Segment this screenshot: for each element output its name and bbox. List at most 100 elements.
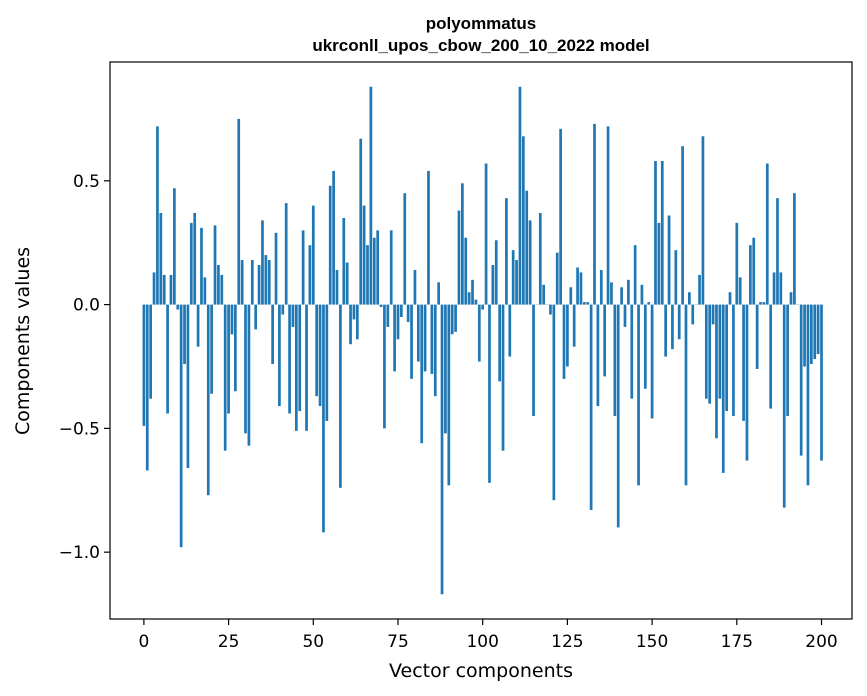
bar <box>732 304 735 416</box>
bar <box>704 304 708 399</box>
bar <box>339 304 342 488</box>
bar <box>620 287 623 305</box>
y-axis-label: Components values <box>12 247 34 435</box>
x-tick-label: 100 <box>466 632 498 652</box>
bar <box>593 123 596 305</box>
bar <box>769 304 773 409</box>
bar <box>166 304 169 414</box>
bar <box>572 304 576 347</box>
bar <box>240 260 244 305</box>
bar <box>752 237 756 305</box>
bar <box>298 304 302 412</box>
bar <box>210 304 213 394</box>
bar <box>359 138 363 305</box>
bar <box>681 146 684 305</box>
x-tick-label: 125 <box>551 632 583 652</box>
bar <box>488 304 491 483</box>
bar <box>582 302 586 305</box>
bar <box>349 304 352 345</box>
bar <box>664 304 668 357</box>
bar <box>654 161 657 305</box>
bar <box>776 198 779 305</box>
bar <box>505 198 508 305</box>
bar <box>308 245 312 305</box>
bar <box>501 304 505 451</box>
bar <box>311 205 315 305</box>
bar <box>721 304 725 473</box>
bar <box>742 304 745 421</box>
bar <box>650 304 654 419</box>
bar <box>386 304 390 327</box>
bar <box>474 299 478 305</box>
bar <box>586 302 590 305</box>
bar <box>610 282 613 305</box>
bar <box>559 128 562 305</box>
bar <box>301 230 305 305</box>
bar <box>294 304 298 431</box>
bar <box>589 304 593 511</box>
bar <box>691 304 695 325</box>
bar <box>809 304 813 365</box>
bar <box>596 304 600 407</box>
bar <box>552 304 556 501</box>
bar <box>508 304 512 357</box>
bar <box>779 272 783 305</box>
bar <box>511 250 515 305</box>
bar <box>162 274 166 305</box>
bar <box>755 304 759 369</box>
bar <box>498 304 501 382</box>
bar <box>579 272 583 305</box>
bar <box>677 304 681 340</box>
bar <box>254 304 258 330</box>
bar <box>413 269 417 305</box>
bar <box>291 304 295 327</box>
bar <box>477 304 481 362</box>
x-tick-label: 25 <box>218 632 240 652</box>
bar <box>633 245 637 305</box>
bar <box>156 126 159 305</box>
bar <box>444 304 447 434</box>
bar <box>159 213 163 305</box>
bar <box>176 304 180 310</box>
bar <box>630 304 634 399</box>
bar <box>230 304 234 335</box>
bar <box>569 287 573 305</box>
bar <box>234 304 237 392</box>
bar <box>762 302 766 305</box>
bar <box>250 260 254 305</box>
bar <box>410 304 413 379</box>
x-tick-label: 50 <box>302 632 324 652</box>
bar <box>765 163 769 305</box>
y-axis-ticks: −1.0 −0.5 0.0 0.5 <box>59 172 110 563</box>
bar <box>599 269 603 305</box>
bar <box>789 292 793 305</box>
y-tick-label: −0.5 <box>59 419 100 439</box>
bar <box>389 230 393 305</box>
bar <box>145 304 149 471</box>
bar <box>189 222 193 305</box>
bar <box>576 267 579 305</box>
bar <box>542 284 546 305</box>
bar <box>369 86 373 305</box>
chart-title-line-1: polyommatus <box>426 14 537 33</box>
bar <box>325 304 329 421</box>
bar <box>759 302 762 305</box>
bar <box>318 304 322 407</box>
bar <box>183 304 186 365</box>
bar <box>820 304 823 461</box>
bar <box>278 304 281 407</box>
plot-frame <box>109 61 853 620</box>
bar <box>322 304 325 533</box>
bar <box>515 260 518 305</box>
bar <box>518 86 522 305</box>
bar <box>179 304 183 548</box>
bar <box>772 272 776 305</box>
bar <box>203 277 207 305</box>
bar <box>660 161 664 305</box>
bar <box>149 304 153 399</box>
bar <box>566 304 569 367</box>
y-tick-label: −1.0 <box>59 543 100 563</box>
bar <box>813 304 817 360</box>
bar <box>271 304 274 365</box>
bar <box>671 304 674 350</box>
